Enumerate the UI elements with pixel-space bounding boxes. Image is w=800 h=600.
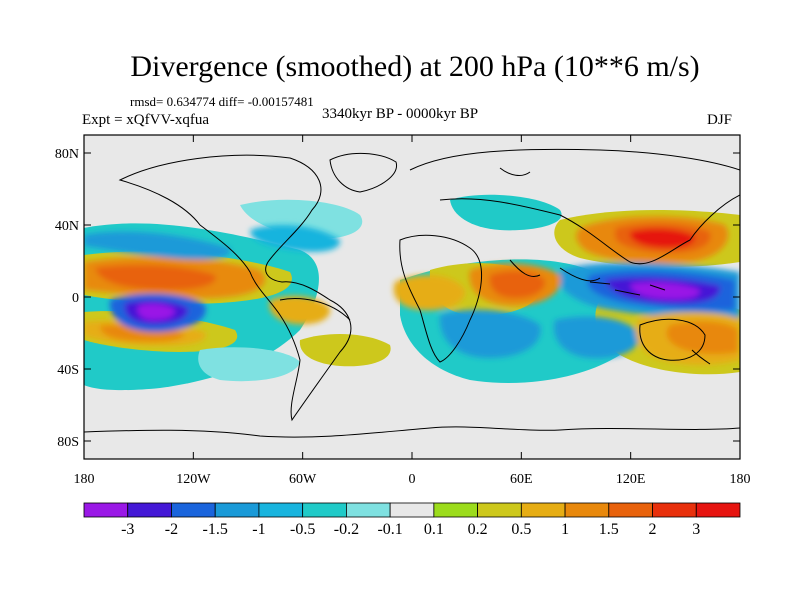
colorbar-label: 3: [692, 521, 700, 538]
colorbar: -3 -2 -1.5 -1 -0.5 -0.2 -0.1 0.1 0.2 0.5 1 1.5 2 3: [83, 502, 741, 538]
colorbar-label: 0.5: [511, 521, 531, 538]
colorbar-label: 2: [649, 521, 657, 538]
colorbar-label: -1.5: [203, 521, 228, 538]
colorbar-swatch: [258, 502, 304, 518]
y-tick-label: 40S: [57, 363, 79, 378]
field-layer-strong: [84, 216, 740, 365]
colorbar-swatch: [652, 502, 697, 518]
chart-title: Divergence (smoothed) at 200 hPa (10**6 …: [130, 50, 700, 83]
y-tick-label: 0: [72, 291, 79, 306]
stats-text: rmsd= 0.634774 diff= -0.00157481: [130, 94, 314, 109]
colorbar-swatch: [520, 502, 566, 518]
colorbar-swatch: [608, 502, 653, 518]
y-axis: 80N 40N 0 40S 80S: [55, 147, 740, 450]
x-tick-label: 180: [74, 472, 95, 487]
colorbar-swatch: [389, 502, 435, 518]
colorbar-label: 1: [561, 521, 569, 538]
y-tick-label: 40N: [55, 219, 79, 234]
colorbar-swatch: [83, 502, 129, 518]
colorbar-label: -0.5: [290, 521, 315, 538]
colorbar-swatch: [433, 502, 479, 518]
colorbar-label: 0.2: [468, 521, 488, 538]
y-tick-label: 80S: [57, 435, 79, 450]
colorbar-label: -0.2: [334, 521, 359, 538]
colorbar-label: 0.1: [424, 521, 444, 538]
x-tick-label: 0: [409, 472, 416, 487]
colorbar-swatch: [171, 502, 216, 518]
colorbar-label: -2: [165, 521, 178, 538]
coastlines: [84, 148, 740, 438]
x-tick-label: 120W: [176, 472, 211, 487]
x-tick-label: 180: [730, 472, 751, 487]
colorbar-label: 1.5: [599, 521, 619, 538]
chart-subtitle: 3340kyr BP - 0000kyr BP: [322, 106, 479, 122]
colorbar-swatch: [302, 502, 347, 518]
colorbar-swatch: [695, 502, 741, 518]
colorbar-swatch: [127, 502, 172, 518]
x-axis: 180 120W 60W 0 60E 120E 180: [74, 135, 751, 487]
x-tick-label: 60W: [289, 472, 317, 487]
colorbar-label: -0.1: [377, 521, 402, 538]
season-label: DJF: [707, 112, 733, 128]
colorbar-swatch: [477, 502, 522, 518]
colorbar-swatch: [564, 502, 610, 518]
colorbar-label: -3: [121, 521, 134, 538]
x-tick-label: 120E: [616, 472, 646, 487]
experiment-label: Expt = xQfVV-xqfua: [82, 112, 210, 128]
colorbar-label: -1: [252, 521, 265, 538]
x-tick-label: 60E: [510, 472, 533, 487]
colorbar-swatch: [214, 502, 260, 518]
y-tick-label: 80N: [55, 147, 79, 162]
colorbar-swatch: [345, 502, 391, 518]
divergence-field: [84, 194, 740, 391]
